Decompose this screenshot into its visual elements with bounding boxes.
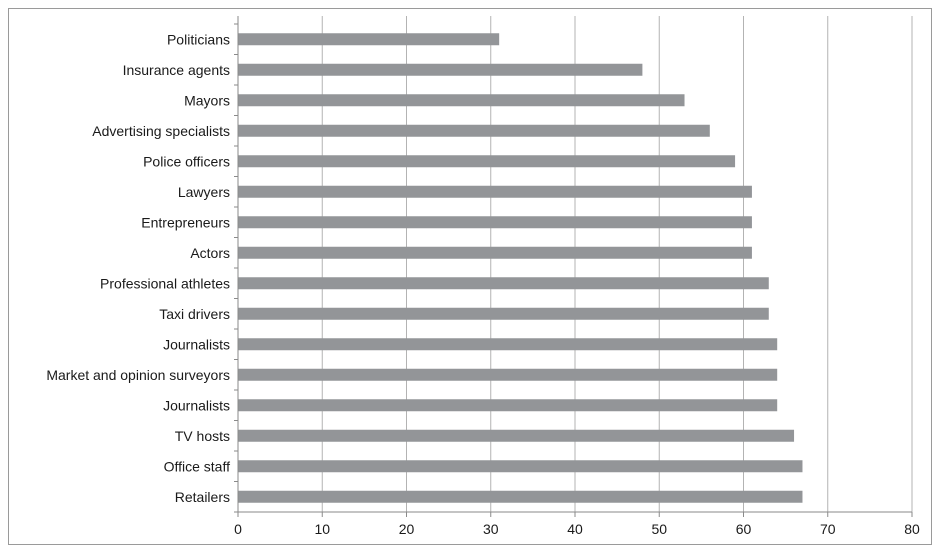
category-label: Actors [190, 245, 230, 261]
x-tick-label: 10 [314, 521, 330, 537]
category-label: Entrepreneurs [141, 214, 230, 230]
bar-5 [238, 185, 752, 198]
x-tick-label: 30 [483, 521, 499, 537]
bar-4 [238, 155, 736, 168]
category-label: Advertising specialists [92, 123, 230, 139]
x-tick-label: 70 [820, 521, 836, 537]
bar-9 [238, 307, 769, 320]
x-tick-label: 40 [567, 521, 583, 537]
bar-6 [238, 216, 752, 229]
bars [238, 33, 803, 503]
bar-2 [238, 94, 685, 107]
category-label: Police officers [143, 153, 230, 169]
x-tick-label: 20 [399, 521, 415, 537]
category-label: Journalists [163, 336, 230, 352]
bar-1 [238, 63, 643, 76]
category-label: Market and opinion surveyors [46, 367, 230, 383]
x-tick-label: 80 [904, 521, 920, 537]
category-label: Mayors [184, 92, 230, 108]
category-label: TV hosts [175, 428, 230, 444]
x-tick-label: 60 [736, 521, 752, 537]
category-label: Office staff [164, 458, 231, 474]
bar-10 [238, 338, 778, 351]
x-tick-label: 50 [651, 521, 667, 537]
axes [234, 16, 913, 517]
category-label: Politicians [167, 31, 230, 47]
category-label: Insurance agents [123, 62, 230, 78]
category-label: Taxi drivers [159, 306, 230, 322]
category-label: Retailers [175, 489, 230, 505]
bar-8 [238, 277, 769, 290]
category-labels: Politicians Insurance agents Mayors Adverti… [46, 31, 230, 505]
bar-0 [238, 33, 500, 46]
x-tick-label: 0 [234, 521, 242, 537]
bar-15 [238, 490, 803, 503]
category-label: Professional athletes [100, 275, 230, 291]
bar-12 [238, 399, 778, 412]
x-tick-labels: 0 10 20 30 40 50 60 70 80 [234, 521, 920, 537]
category-label: Lawyers [178, 184, 230, 200]
bar-13 [238, 429, 795, 442]
bar-3 [238, 124, 710, 137]
category-label: Journalists [163, 397, 230, 413]
bar-11 [238, 368, 778, 381]
bar-14 [238, 460, 803, 473]
bar-7 [238, 246, 752, 259]
